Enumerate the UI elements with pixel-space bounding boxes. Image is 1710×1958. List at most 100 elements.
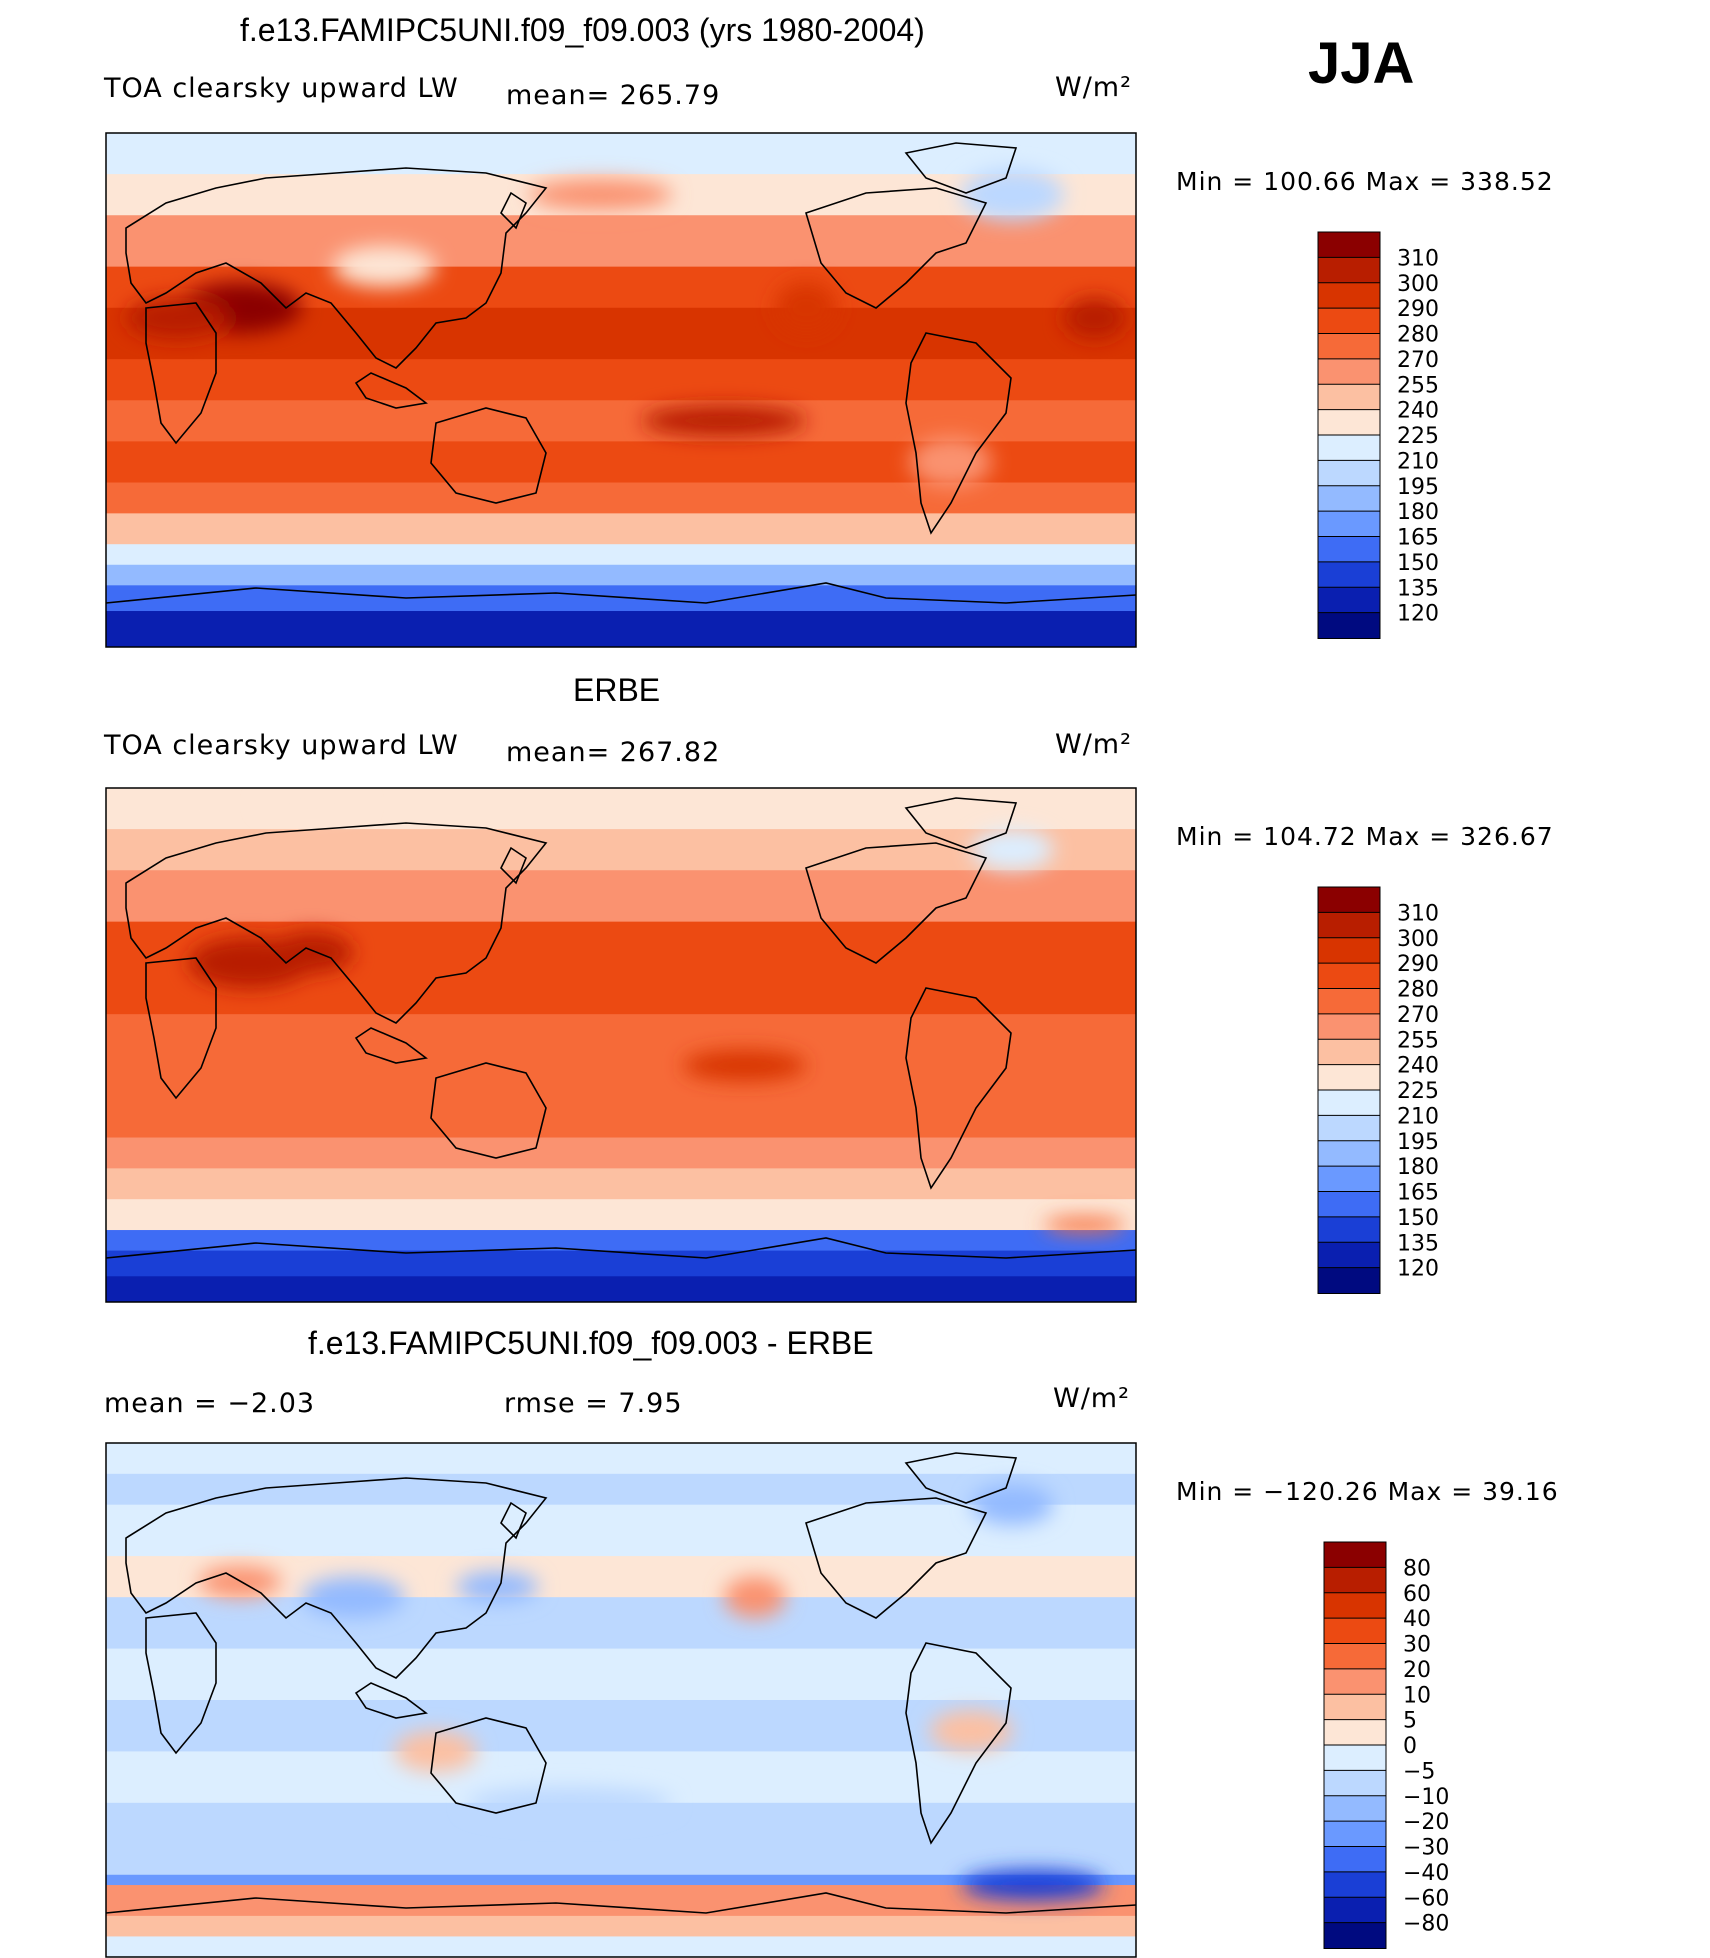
season-label: JJA bbox=[1308, 31, 1415, 96]
field-band bbox=[106, 1168, 1136, 1201]
field-band bbox=[106, 1915, 1136, 1938]
field-band bbox=[106, 513, 1136, 546]
colorbar-box bbox=[1323, 1719, 1387, 1746]
colorbar-tick-label: 120 bbox=[1397, 602, 1439, 627]
field-feature bbox=[641, 405, 807, 437]
field-band bbox=[106, 564, 1136, 587]
colorbar-box bbox=[1317, 1216, 1381, 1244]
colorbar-tick-label: 150 bbox=[1397, 1206, 1439, 1231]
field-feature bbox=[466, 1787, 673, 1819]
panel2-units: W/m² bbox=[1055, 729, 1132, 760]
panel3-rmse: rmse = 7.95 bbox=[504, 1388, 683, 1419]
field-feature bbox=[724, 1576, 786, 1618]
colorbar-box bbox=[1317, 307, 1381, 335]
field-band bbox=[106, 1014, 1136, 1057]
colorbar-tick-label: 225 bbox=[1397, 1079, 1439, 1104]
field-band bbox=[106, 1276, 1136, 1302]
field-feature bbox=[1043, 1217, 1126, 1233]
panel3-minmax: Min = −120.26 Max = 39.16 bbox=[1176, 1477, 1559, 1506]
colorbar-tick-label: 310 bbox=[1397, 246, 1439, 271]
field-band bbox=[106, 215, 1136, 268]
panel2-title: ERBE bbox=[573, 672, 661, 708]
colorbar-box bbox=[1323, 1592, 1387, 1620]
colorbar-tick-label: 270 bbox=[1397, 1003, 1439, 1028]
colorbar-tick-label: 20 bbox=[1403, 1658, 1431, 1683]
colorbar-tick-label: −30 bbox=[1403, 1836, 1449, 1861]
colorbar-tick-label: −5 bbox=[1403, 1759, 1435, 1784]
colorbar-box bbox=[1317, 612, 1381, 639]
field-feature bbox=[528, 179, 673, 211]
colorbar-tick-label: −40 bbox=[1403, 1861, 1449, 1886]
panel2-mean: mean= 267.82 bbox=[506, 737, 721, 768]
field-band bbox=[106, 1597, 1136, 1650]
colorbar-box bbox=[1317, 282, 1381, 310]
field-feature bbox=[1063, 297, 1126, 339]
colorbar-tick-label: 150 bbox=[1397, 551, 1439, 576]
field-band bbox=[106, 1443, 1136, 1475]
field-band bbox=[106, 1250, 1136, 1278]
colorbar-tick-label: 290 bbox=[1397, 297, 1439, 322]
field-feature bbox=[301, 1576, 405, 1618]
field-band bbox=[106, 1096, 1136, 1139]
colorbar-box bbox=[1323, 1896, 1387, 1924]
panel1-minmax: Min = 100.66 Max = 338.52 bbox=[1176, 167, 1554, 196]
field-band bbox=[106, 585, 1136, 613]
field-band bbox=[106, 1199, 1136, 1232]
colorbar-tick-label: 195 bbox=[1397, 475, 1439, 500]
field-band bbox=[106, 1230, 1136, 1252]
colorbar-tick-label: 300 bbox=[1397, 927, 1439, 952]
map-frame bbox=[105, 132, 1137, 648]
colorbar-tick-label: −80 bbox=[1403, 1912, 1449, 1937]
field-band bbox=[106, 1473, 1136, 1506]
colorbar-tick-label: 80 bbox=[1403, 1556, 1431, 1581]
colorbar-tick-label: −60 bbox=[1403, 1886, 1449, 1911]
panel3-units: W/m² bbox=[1053, 1383, 1130, 1414]
colorbar-box bbox=[1317, 561, 1381, 589]
colorbar-box bbox=[1317, 962, 1381, 990]
colorbar-tick-label: 5 bbox=[1403, 1709, 1417, 1734]
colorbar-tick-label: −10 bbox=[1403, 1785, 1449, 1810]
colorbar-tick-label: 165 bbox=[1397, 526, 1439, 551]
panel1-mean: mean= 265.79 bbox=[506, 80, 721, 111]
colorbar-box bbox=[1317, 1089, 1381, 1117]
field-feature bbox=[960, 1869, 1106, 1901]
colorbar-box bbox=[1323, 1846, 1387, 1873]
field-feature bbox=[909, 436, 992, 488]
colorbar-tick-label: 270 bbox=[1397, 348, 1439, 373]
colorbar-box bbox=[1323, 1668, 1387, 1696]
colorbar-box bbox=[1317, 1267, 1381, 1294]
colorbar-tick-label: 30 bbox=[1403, 1633, 1431, 1658]
field-band bbox=[106, 1055, 1136, 1098]
colorbar-box bbox=[1323, 1566, 1387, 1594]
panel1-units: W/m² bbox=[1055, 72, 1132, 103]
panel1-title: f.e13.FAMIPC5UNI.f09_f09.003 (yrs 1980-2… bbox=[240, 12, 925, 48]
field-band bbox=[106, 1648, 1136, 1701]
colorbar-box bbox=[1317, 383, 1381, 411]
colorbar-tick-label: 210 bbox=[1397, 1104, 1439, 1129]
colorbar-box bbox=[1317, 1191, 1381, 1218]
field-feature bbox=[260, 793, 364, 814]
colorbar-box bbox=[1317, 937, 1381, 965]
colorbar-tick-label: 240 bbox=[1397, 1054, 1439, 1079]
field-feature bbox=[971, 829, 1054, 871]
field-feature bbox=[332, 246, 436, 288]
colorbar-tick-label: 40 bbox=[1403, 1607, 1431, 1632]
colorbar-box bbox=[1323, 1617, 1387, 1645]
colorbar-2: 3103002902802702552402252101951801651501… bbox=[1317, 886, 1439, 1294]
field-feature bbox=[126, 297, 230, 339]
colorbar-box bbox=[1323, 1643, 1387, 1670]
panel1-variable-label: TOA clearsky upward LW bbox=[104, 73, 459, 104]
colorbar-box bbox=[1317, 1114, 1381, 1142]
colorbar-tick-label: 195 bbox=[1397, 1130, 1439, 1155]
colorbar-tick-label: 135 bbox=[1397, 576, 1439, 601]
map-panel-3 bbox=[105, 1442, 1137, 1958]
field-band bbox=[106, 611, 1136, 647]
colorbar-tick-label: 290 bbox=[1397, 952, 1439, 977]
colorbar-tick-label: 10 bbox=[1403, 1683, 1431, 1708]
field-feature bbox=[394, 1730, 477, 1772]
colorbar-box bbox=[1317, 1140, 1381, 1168]
colorbar-box bbox=[1323, 1795, 1387, 1823]
colorbar-box bbox=[1317, 536, 1381, 563]
colorbar-tick-label: 280 bbox=[1397, 323, 1439, 348]
